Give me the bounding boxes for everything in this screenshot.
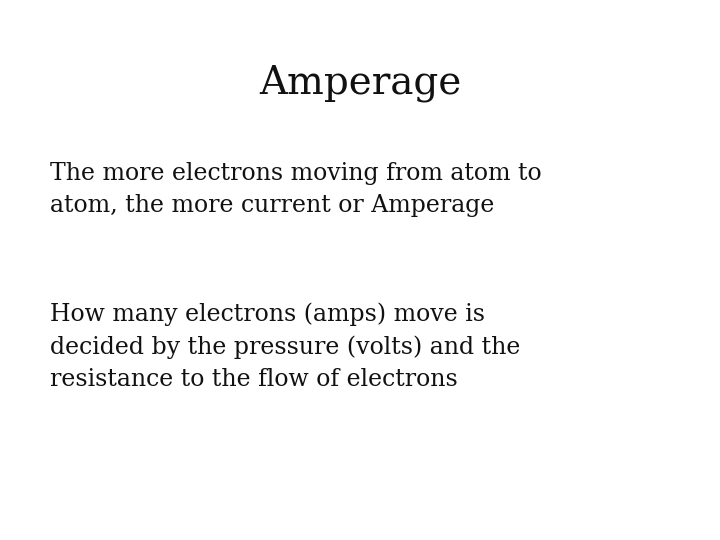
Text: The more electrons moving from atom to
atom, the more current or Amperage: The more electrons moving from atom to a… — [50, 162, 542, 217]
Text: Amperage: Amperage — [258, 65, 462, 102]
Text: How many electrons (amps) move is
decided by the pressure (volts) and the
resist: How many electrons (amps) move is decide… — [50, 302, 521, 391]
